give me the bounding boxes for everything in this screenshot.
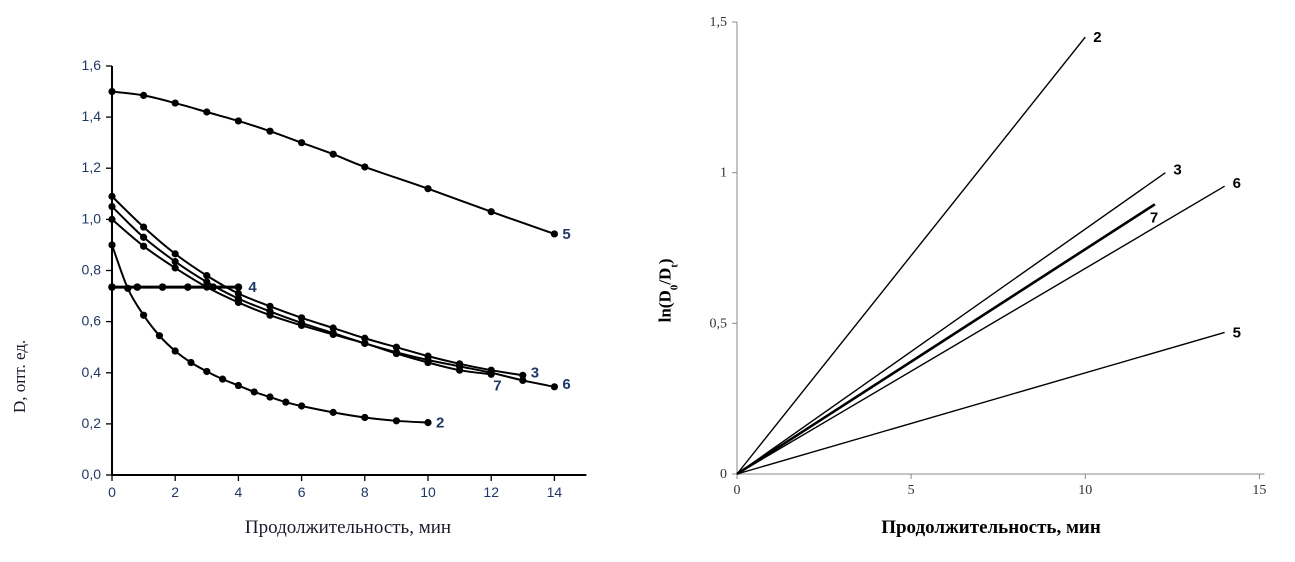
svg-text:7: 7 bbox=[493, 377, 501, 394]
svg-text:1,4: 1,4 bbox=[82, 108, 102, 124]
svg-text:4: 4 bbox=[248, 279, 257, 296]
svg-text:4: 4 bbox=[235, 484, 243, 500]
svg-text:3: 3 bbox=[531, 364, 539, 381]
svg-text:0: 0 bbox=[108, 484, 116, 500]
svg-text:12: 12 bbox=[483, 484, 499, 500]
svg-text:0: 0 bbox=[720, 467, 727, 482]
svg-text:2: 2 bbox=[1093, 29, 1101, 46]
svg-text:1,2: 1,2 bbox=[82, 159, 102, 175]
svg-text:1,0: 1,0 bbox=[82, 210, 102, 226]
svg-text:6: 6 bbox=[298, 484, 306, 500]
svg-text:6: 6 bbox=[562, 376, 570, 393]
svg-text:0,6: 0,6 bbox=[82, 313, 102, 329]
svg-text:5: 5 bbox=[562, 226, 570, 243]
svg-text:5: 5 bbox=[1233, 324, 1241, 341]
svg-text:3: 3 bbox=[1173, 162, 1181, 179]
svg-text:2: 2 bbox=[436, 415, 444, 432]
svg-text:5: 5 bbox=[908, 483, 915, 498]
svg-text:0,8: 0,8 bbox=[82, 262, 102, 278]
svg-text:1,5: 1,5 bbox=[710, 15, 728, 30]
svg-text:14: 14 bbox=[547, 484, 563, 500]
svg-text:1,6: 1,6 bbox=[82, 57, 102, 73]
svg-text:0,0: 0,0 bbox=[82, 466, 102, 482]
svg-text:0,4: 0,4 bbox=[82, 364, 102, 380]
svg-text:2: 2 bbox=[171, 484, 179, 500]
svg-text:10: 10 bbox=[420, 484, 436, 500]
svg-text:0,5: 0,5 bbox=[710, 316, 728, 331]
svg-text:7: 7 bbox=[1150, 209, 1158, 226]
svg-text:8: 8 bbox=[361, 484, 369, 500]
svg-text:10: 10 bbox=[1078, 483, 1092, 498]
svg-text:6: 6 bbox=[1233, 175, 1241, 192]
svg-text:0: 0 bbox=[734, 483, 741, 498]
svg-text:15: 15 bbox=[1252, 483, 1266, 498]
svg-text:1: 1 bbox=[720, 166, 727, 181]
svg-text:0,2: 0,2 bbox=[82, 415, 102, 431]
